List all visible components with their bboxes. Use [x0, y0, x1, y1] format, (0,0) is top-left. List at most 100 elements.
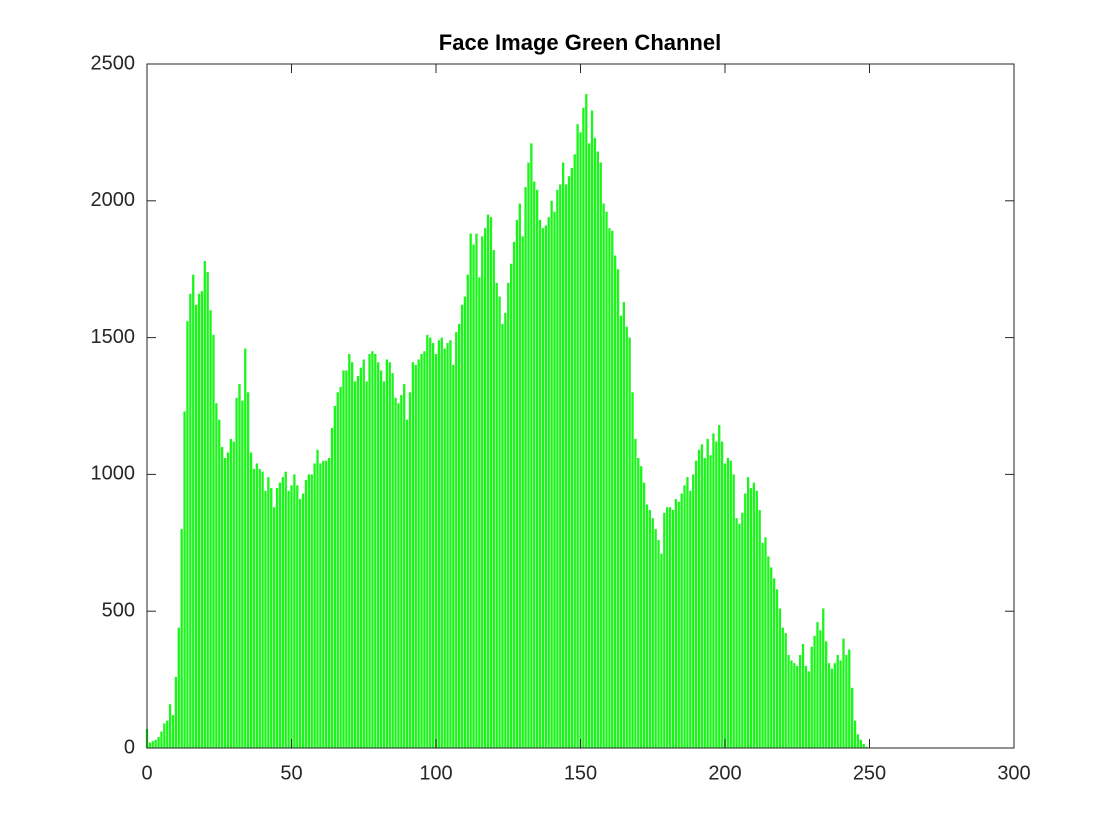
bar [212, 334, 215, 748]
bar [423, 351, 426, 748]
bar [258, 468, 261, 748]
bar [544, 225, 547, 748]
bar [342, 370, 345, 748]
bar [553, 211, 556, 748]
bar [275, 488, 279, 748]
bar [709, 455, 712, 748]
bar [394, 397, 397, 748]
bar [732, 474, 735, 748]
bar [798, 654, 802, 748]
bar [692, 474, 695, 748]
bar [203, 260, 206, 748]
bar [163, 723, 166, 748]
bar [157, 737, 160, 748]
bar [588, 143, 591, 748]
bar [634, 438, 637, 748]
bar [761, 542, 764, 748]
bar [651, 518, 654, 748]
bar [726, 457, 730, 748]
bar [816, 622, 819, 748]
bar [504, 312, 507, 748]
bar [668, 507, 672, 748]
bar [559, 184, 562, 748]
bar [836, 654, 839, 748]
bar [562, 162, 565, 749]
bar [752, 482, 756, 748]
bar [801, 644, 805, 748]
bar [524, 187, 527, 748]
bar [348, 354, 351, 748]
bar [284, 471, 287, 748]
bar [622, 302, 626, 748]
bar [628, 337, 631, 748]
bar [718, 425, 721, 748]
x-tick-label: 50 [280, 762, 302, 784]
bar [810, 646, 813, 748]
bar [241, 400, 244, 748]
bar [434, 354, 438, 748]
y-tick-label: 2000 [91, 189, 136, 211]
bar [582, 107, 585, 748]
bar [296, 485, 299, 748]
bar [683, 485, 686, 748]
bar [744, 493, 747, 748]
bar [443, 348, 446, 748]
bar [223, 457, 227, 748]
x-tick-label: 200 [708, 762, 741, 784]
bar [374, 354, 377, 748]
bar [333, 406, 337, 748]
bar [426, 334, 429, 748]
bar [608, 228, 611, 748]
bar [784, 633, 787, 748]
bar [625, 326, 628, 748]
bar [408, 392, 412, 748]
bar [417, 359, 420, 748]
bar [449, 340, 452, 748]
bar [512, 241, 516, 748]
bar [819, 630, 822, 748]
bar [859, 739, 862, 748]
bar [463, 296, 467, 748]
bar [501, 323, 504, 748]
bar [660, 553, 663, 748]
bar [862, 743, 865, 748]
bar [851, 687, 854, 748]
bar [180, 529, 183, 748]
bar [244, 348, 247, 748]
bar [437, 340, 441, 748]
bar [654, 529, 657, 748]
bar [738, 523, 741, 748]
bar [853, 720, 857, 748]
bar [775, 589, 779, 748]
bar [481, 236, 484, 749]
bar [530, 143, 533, 748]
bar [712, 433, 715, 748]
bar [533, 181, 536, 748]
x-tick-label: 100 [419, 762, 452, 784]
bar [686, 477, 689, 748]
bar [830, 668, 834, 748]
bar [264, 490, 267, 748]
bar [845, 654, 848, 748]
bar [414, 364, 417, 748]
bar [238, 384, 241, 748]
bar [793, 663, 796, 748]
bar [281, 477, 284, 748]
bar [397, 403, 400, 748]
bar [200, 291, 204, 748]
y-tick-label: 2500 [91, 52, 136, 74]
bar [232, 441, 235, 748]
bar [379, 370, 383, 748]
bar [509, 263, 513, 748]
bar [226, 452, 230, 748]
bar [547, 217, 550, 748]
bar [489, 217, 493, 748]
bar [171, 715, 175, 748]
bar [255, 463, 258, 748]
bar [556, 189, 559, 748]
bar [663, 512, 666, 748]
bar [475, 233, 478, 748]
bar [365, 381, 368, 748]
bar [865, 746, 868, 748]
